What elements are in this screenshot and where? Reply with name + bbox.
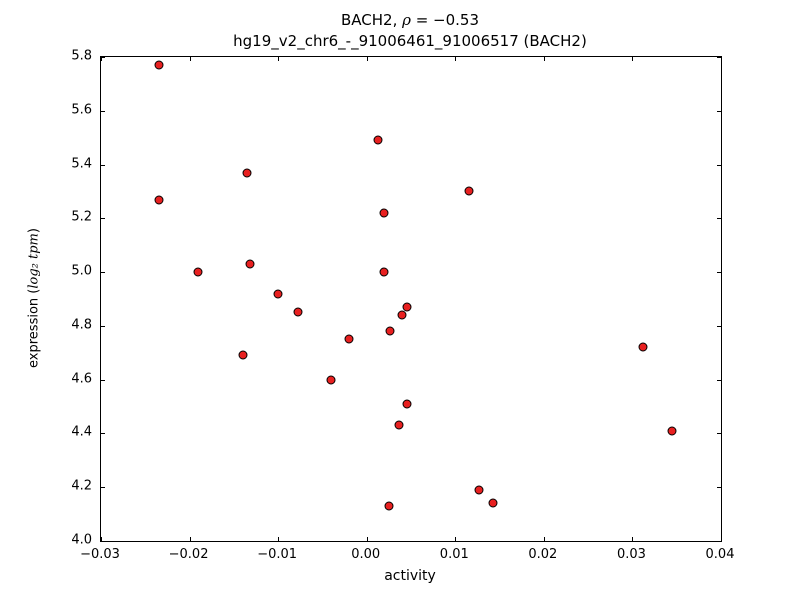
x-tick-mark	[278, 57, 280, 61]
x-tick-label: 0.00	[351, 547, 381, 562]
data-point	[193, 267, 203, 277]
x-tick-mark	[455, 57, 457, 61]
y-tick-mark	[101, 57, 105, 58]
rho-symbol: ρ	[402, 11, 411, 29]
title-gene: BACH2,	[340, 11, 403, 29]
y-tick-label: 4.0	[71, 532, 92, 548]
y-tick-label: 4.2	[71, 478, 92, 494]
y-tick-mark	[101, 433, 105, 435]
data-point	[154, 195, 164, 204]
y-tick-mark	[717, 325, 721, 327]
data-point	[385, 326, 395, 336]
data-point	[402, 399, 412, 409]
x-tick-mark	[632, 537, 634, 541]
x-tick-mark	[189, 537, 191, 541]
y-tick-mark	[717, 272, 721, 274]
y-tick-mark	[101, 164, 105, 166]
chart-title-line2: hg19_v2_chr6_-_91006461_91006517 (BACH2)	[233, 32, 587, 50]
data-point	[397, 310, 407, 320]
y-tick-label: 5.0	[71, 263, 92, 279]
y-axis-label: expression (log₂ tpm)	[27, 228, 42, 368]
data-point	[373, 135, 383, 145]
x-tick-label: −0.03	[80, 547, 120, 562]
data-point	[464, 186, 474, 196]
data-point	[474, 485, 484, 495]
data-point	[402, 302, 412, 312]
x-tick-mark	[366, 537, 368, 541]
rho-value: = −0.53	[410, 11, 480, 29]
data-point	[154, 60, 164, 70]
data-point	[245, 259, 255, 269]
x-tick-mark	[101, 57, 102, 61]
data-point	[384, 501, 394, 511]
y-tick-label: 4.4	[71, 424, 92, 440]
x-tick-label: 0.02	[528, 547, 558, 562]
data-point	[242, 168, 252, 178]
y-tick-mark	[717, 487, 721, 489]
data-point	[238, 350, 248, 360]
y-tick-mark	[717, 379, 721, 381]
x-tick-label: −0.02	[168, 547, 209, 562]
y-tick-mark	[717, 57, 721, 58]
y-tick-label: 5.8	[71, 48, 92, 64]
y-tick-label: 5.4	[71, 156, 92, 172]
y-tick-label: 5.2	[71, 209, 92, 225]
x-tick-mark	[721, 57, 722, 61]
y-tick-mark	[717, 541, 721, 542]
y-tick-label: 4.8	[71, 317, 92, 333]
x-tick-mark	[543, 57, 545, 61]
data-point	[293, 307, 303, 317]
x-tick-mark	[101, 537, 102, 541]
x-tick-mark	[721, 537, 722, 541]
data-point	[638, 342, 648, 352]
x-axis-label: activity	[384, 568, 436, 584]
x-tick-label: 0.04	[705, 547, 735, 562]
y-tick-mark	[101, 110, 105, 112]
x-tick-label: 0.03	[616, 547, 646, 562]
chart-title-line1: BACH2, ρ = −0.53	[100, 10, 720, 30]
y-tick-mark	[101, 218, 105, 220]
y-tick-label: 4.6	[71, 371, 92, 387]
data-point	[379, 208, 389, 218]
x-tick-mark	[366, 57, 368, 61]
x-tick-label: 0.01	[439, 547, 469, 562]
y-axis-label-suffix: )	[26, 228, 42, 234]
y-tick-mark	[717, 110, 721, 112]
x-tick-mark	[189, 57, 191, 61]
y-tick-label: 5.6	[71, 102, 92, 118]
y-tick-mark	[101, 541, 105, 542]
plot-area	[100, 56, 722, 542]
x-tick-label: −0.01	[257, 547, 298, 562]
data-point	[326, 375, 336, 385]
data-point	[667, 426, 677, 436]
y-tick-mark	[101, 487, 105, 489]
y-axis-label-math: log₂ tpm	[26, 233, 42, 289]
x-tick-mark	[278, 537, 280, 541]
data-point	[273, 289, 283, 299]
x-tick-mark	[543, 537, 545, 541]
y-tick-mark	[101, 379, 105, 381]
data-point	[394, 420, 404, 430]
y-tick-mark	[717, 218, 721, 220]
y-tick-mark	[717, 164, 721, 166]
data-point	[379, 267, 389, 277]
x-tick-mark	[455, 537, 457, 541]
data-point	[488, 498, 498, 508]
y-tick-mark	[101, 325, 105, 327]
x-tick-mark	[632, 57, 634, 61]
y-tick-mark	[717, 433, 721, 435]
y-tick-mark	[101, 272, 105, 274]
data-point	[344, 334, 354, 344]
